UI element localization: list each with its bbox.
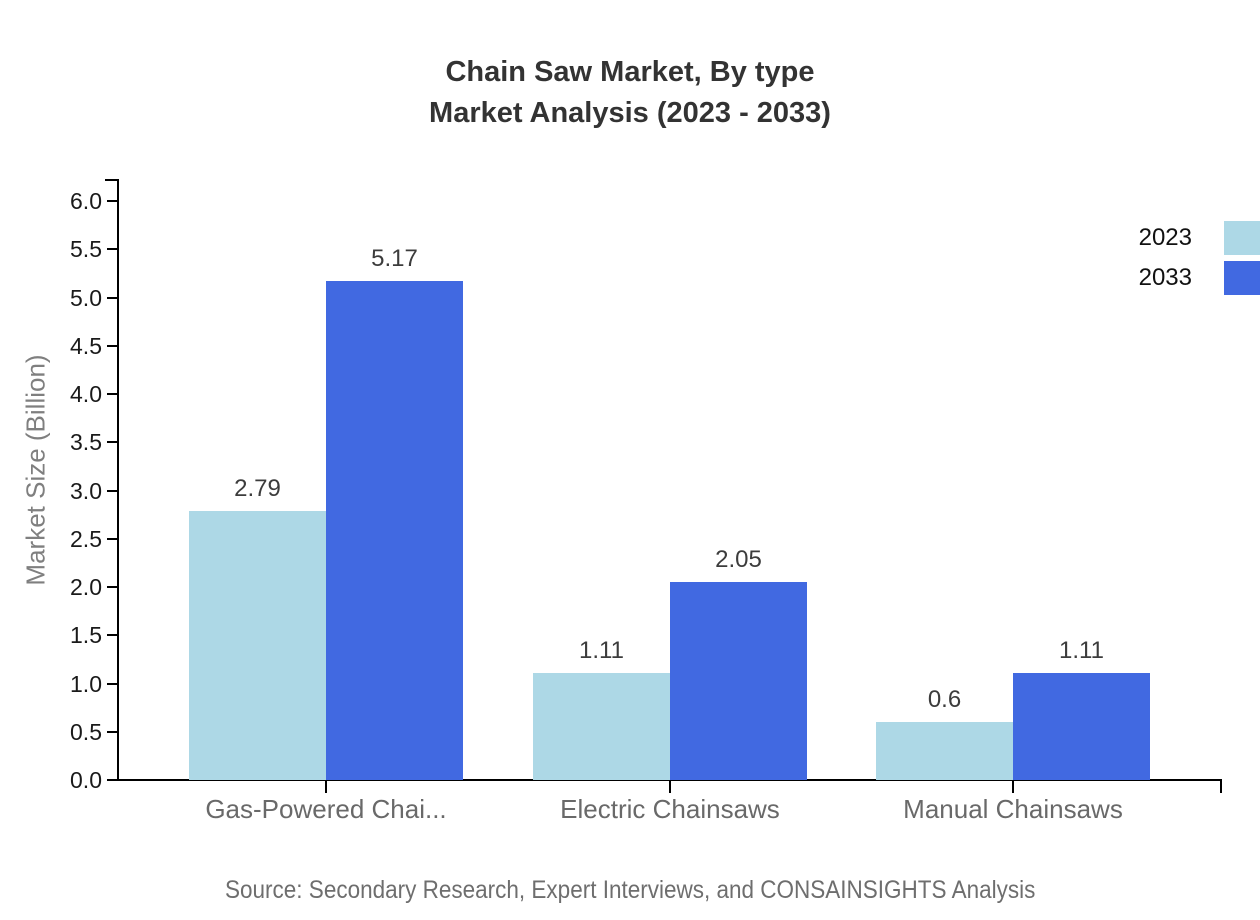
legend-label-2023: 2023 — [1138, 224, 1192, 251]
y-tick-label: 6.0 — [70, 188, 102, 214]
chart-title-line2: Market Analysis (2023 - 2033) — [429, 97, 831, 129]
x-tick — [669, 780, 671, 793]
bar-2033-2 — [1013, 672, 1150, 780]
y-tick — [107, 730, 118, 733]
y-tick — [107, 441, 118, 444]
y-tick-label: 5.5 — [70, 236, 102, 263]
bar-2033-1 — [670, 582, 807, 780]
y-tick — [107, 537, 118, 540]
y-tick — [107, 682, 118, 685]
y-tick-label: 3.0 — [70, 477, 102, 504]
bar-value-label: 2.79 — [234, 474, 281, 502]
x-tick — [1012, 780, 1014, 793]
x-tick — [325, 780, 327, 793]
y-tick-label: 4.0 — [70, 381, 102, 407]
y-tick-label: 2.5 — [70, 525, 102, 552]
y-tick — [107, 296, 118, 299]
y-tick — [107, 393, 118, 395]
y-tick-label: 0.0 — [70, 767, 102, 793]
y-axis-end-cap — [105, 179, 118, 181]
y-tick-label: 4.5 — [70, 332, 102, 359]
y-tick-label: 0.5 — [70, 718, 102, 745]
bar-value-label: 1.11 — [579, 636, 624, 664]
y-tick-label: 1.0 — [70, 670, 102, 697]
source-note: Source: Secondary Research, Expert Inter… — [0, 876, 1260, 905]
bar-2033-0 — [326, 281, 463, 780]
y-tick — [107, 248, 118, 251]
y-tick-label: 5.0 — [70, 284, 102, 311]
y-tick — [107, 344, 118, 347]
bar-value-label: 1.11 — [1059, 636, 1104, 664]
chart-title-line1: Chain Saw Market, By type — [445, 56, 815, 88]
source-note-text: Source: Secondary Research, Expert Inter… — [224, 876, 1036, 904]
bar-2023-1 — [533, 672, 670, 780]
x-axis-end-cap — [1220, 779, 1222, 793]
y-tick — [107, 200, 118, 202]
y-tick — [107, 586, 118, 588]
bar-2023-2 — [876, 722, 1013, 780]
y-tick — [107, 634, 118, 637]
category-label-2: Manual Chainsaws — [903, 794, 1123, 824]
bar-value-label: 2.05 — [715, 546, 762, 574]
legend-swatch-2033 — [1224, 261, 1260, 295]
y-tick — [107, 489, 118, 492]
y-axis-line — [117, 179, 119, 781]
category-label-1: Electric Chainsaws — [560, 794, 780, 824]
y-tick-label: 3.5 — [70, 429, 102, 456]
bar-value-label: 5.17 — [371, 245, 418, 273]
category-label-0: Gas-Powered Chai... — [205, 794, 447, 824]
chart-title: Chain Saw Market, By type Market Analysi… — [0, 52, 1260, 134]
y-tick-label: 2.0 — [70, 574, 102, 600]
legend-swatch-2023 — [1224, 221, 1260, 255]
bar-2023-0 — [189, 510, 326, 780]
y-tick-label: 1.5 — [70, 622, 102, 649]
bar-value-label: 0.6 — [927, 686, 962, 714]
legend-label-2033: 2033 — [1138, 264, 1192, 291]
y-tick — [107, 779, 118, 781]
